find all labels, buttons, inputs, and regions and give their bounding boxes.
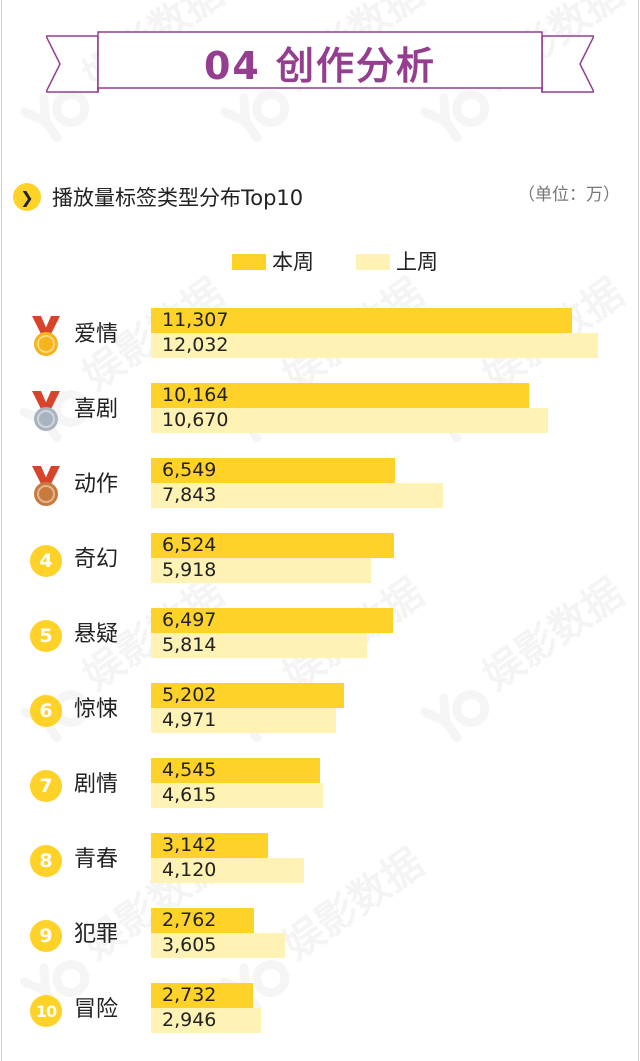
value-label-current: 6,497 xyxy=(162,609,217,631)
value-label-previous: 7,843 xyxy=(162,484,217,506)
value-label-previous: 4,971 xyxy=(162,709,217,731)
chart-row-4: 4 奇幻 6,524 5,918 xyxy=(0,533,640,585)
bar-previous-week xyxy=(151,408,548,433)
category-label: 动作 xyxy=(74,472,119,497)
bar-previous-week xyxy=(151,633,367,658)
frame-right-line xyxy=(638,0,639,1061)
bar-current-week xyxy=(151,458,395,483)
chart-row-5: 5 悬疑 6,497 5,814 xyxy=(0,608,640,660)
chart-title: 播放量标签类型分布Top10 xyxy=(52,186,304,210)
category-label: 剧情 xyxy=(74,772,119,797)
bar-previous-week xyxy=(151,933,285,958)
legend-label-previous: 上周 xyxy=(396,250,438,274)
chart-row-2: 喜剧 10,164 10,670 xyxy=(0,383,640,435)
bar-current-week xyxy=(151,308,572,333)
bar-current-week xyxy=(151,908,254,933)
value-label-previous: 4,615 xyxy=(162,784,217,806)
unit-label: （单位：万） xyxy=(518,185,620,205)
value-label-current: 5,202 xyxy=(162,684,217,706)
rank-badge: 4 xyxy=(30,545,62,577)
category-label: 喜剧 xyxy=(74,397,119,422)
bar-previous-week xyxy=(151,333,598,358)
chart-row-8: 8 青春 3,142 4,120 xyxy=(0,833,640,885)
rank-badge: 7 xyxy=(30,770,62,802)
category-label: 爱情 xyxy=(74,322,119,347)
gold-medal-icon xyxy=(32,316,60,356)
bar-current-week xyxy=(151,383,529,408)
bar-previous-week xyxy=(151,783,323,808)
bar-previous-week xyxy=(151,708,336,733)
value-label-previous: 5,814 xyxy=(162,634,217,656)
chart-row-7: 7 剧情 4,545 4,615 xyxy=(0,758,640,810)
rank-badge: 8 xyxy=(30,845,62,877)
category-label: 青春 xyxy=(74,847,119,872)
chart-row-10: 10 冒险 2,732 2,946 xyxy=(0,983,640,1035)
bar-previous-week xyxy=(151,558,371,583)
category-label: 悬疑 xyxy=(74,622,119,647)
value-label-previous: 12,032 xyxy=(162,334,229,356)
value-label-current: 6,524 xyxy=(162,534,217,556)
rank-badge: 9 xyxy=(30,920,62,952)
legend-swatch-previous xyxy=(356,254,390,270)
bar-current-week xyxy=(151,983,253,1008)
page-title: 04 创作分析 xyxy=(203,43,437,88)
title-ribbon xyxy=(46,31,594,93)
bar-previous-week xyxy=(151,858,304,883)
silver-medal-icon xyxy=(32,391,60,431)
value-label-previous: 3,605 xyxy=(162,934,217,956)
legend-label-current: 本周 xyxy=(272,250,314,274)
rank-badge: 5 xyxy=(30,620,62,652)
frame-left-line xyxy=(1,0,2,1061)
value-label-previous: 4,120 xyxy=(162,859,217,881)
value-label-previous: 5,918 xyxy=(162,559,217,581)
value-label-current: 6,549 xyxy=(162,459,217,481)
bronze-medal-icon xyxy=(32,466,60,506)
bar-previous-week xyxy=(151,1008,261,1033)
bar-current-week xyxy=(151,833,268,858)
bar-current-week xyxy=(151,758,320,783)
value-label-current: 2,762 xyxy=(162,909,217,931)
chevron-right-icon: ❯ xyxy=(13,183,41,211)
legend-item-current: 本周 xyxy=(232,250,314,274)
chart-row-9: 9 犯罪 2,762 3,605 xyxy=(0,908,640,960)
category-label: 犯罪 xyxy=(74,922,119,947)
value-label-previous: 10,670 xyxy=(162,409,229,431)
legend-item-previous: 上周 xyxy=(356,250,438,274)
value-label-current: 3,142 xyxy=(162,834,217,856)
chart-row-6: 6 惊悚 5,202 4,971 xyxy=(0,683,640,735)
value-label-previous: 2,946 xyxy=(162,1009,217,1031)
category-label: 冒险 xyxy=(74,997,119,1022)
bar-current-week xyxy=(151,683,344,708)
rank-badge: 6 xyxy=(30,695,62,727)
bar-current-week xyxy=(151,533,394,558)
rank-badge: 10 xyxy=(30,995,62,1027)
category-label: 惊悚 xyxy=(74,697,119,722)
value-label-current: 2,732 xyxy=(162,984,217,1006)
chart-row-3: 动作 6,549 7,843 xyxy=(0,458,640,510)
value-label-current: 10,164 xyxy=(162,384,229,406)
value-label-current: 4,545 xyxy=(162,759,217,781)
bar-previous-week xyxy=(151,483,443,508)
bar-current-week xyxy=(151,608,393,633)
legend-swatch-current xyxy=(232,254,266,270)
value-label-current: 11,307 xyxy=(162,309,229,331)
chart-row-1: 爱情 11,307 12,032 xyxy=(0,308,640,360)
category-label: 奇幻 xyxy=(74,547,119,572)
